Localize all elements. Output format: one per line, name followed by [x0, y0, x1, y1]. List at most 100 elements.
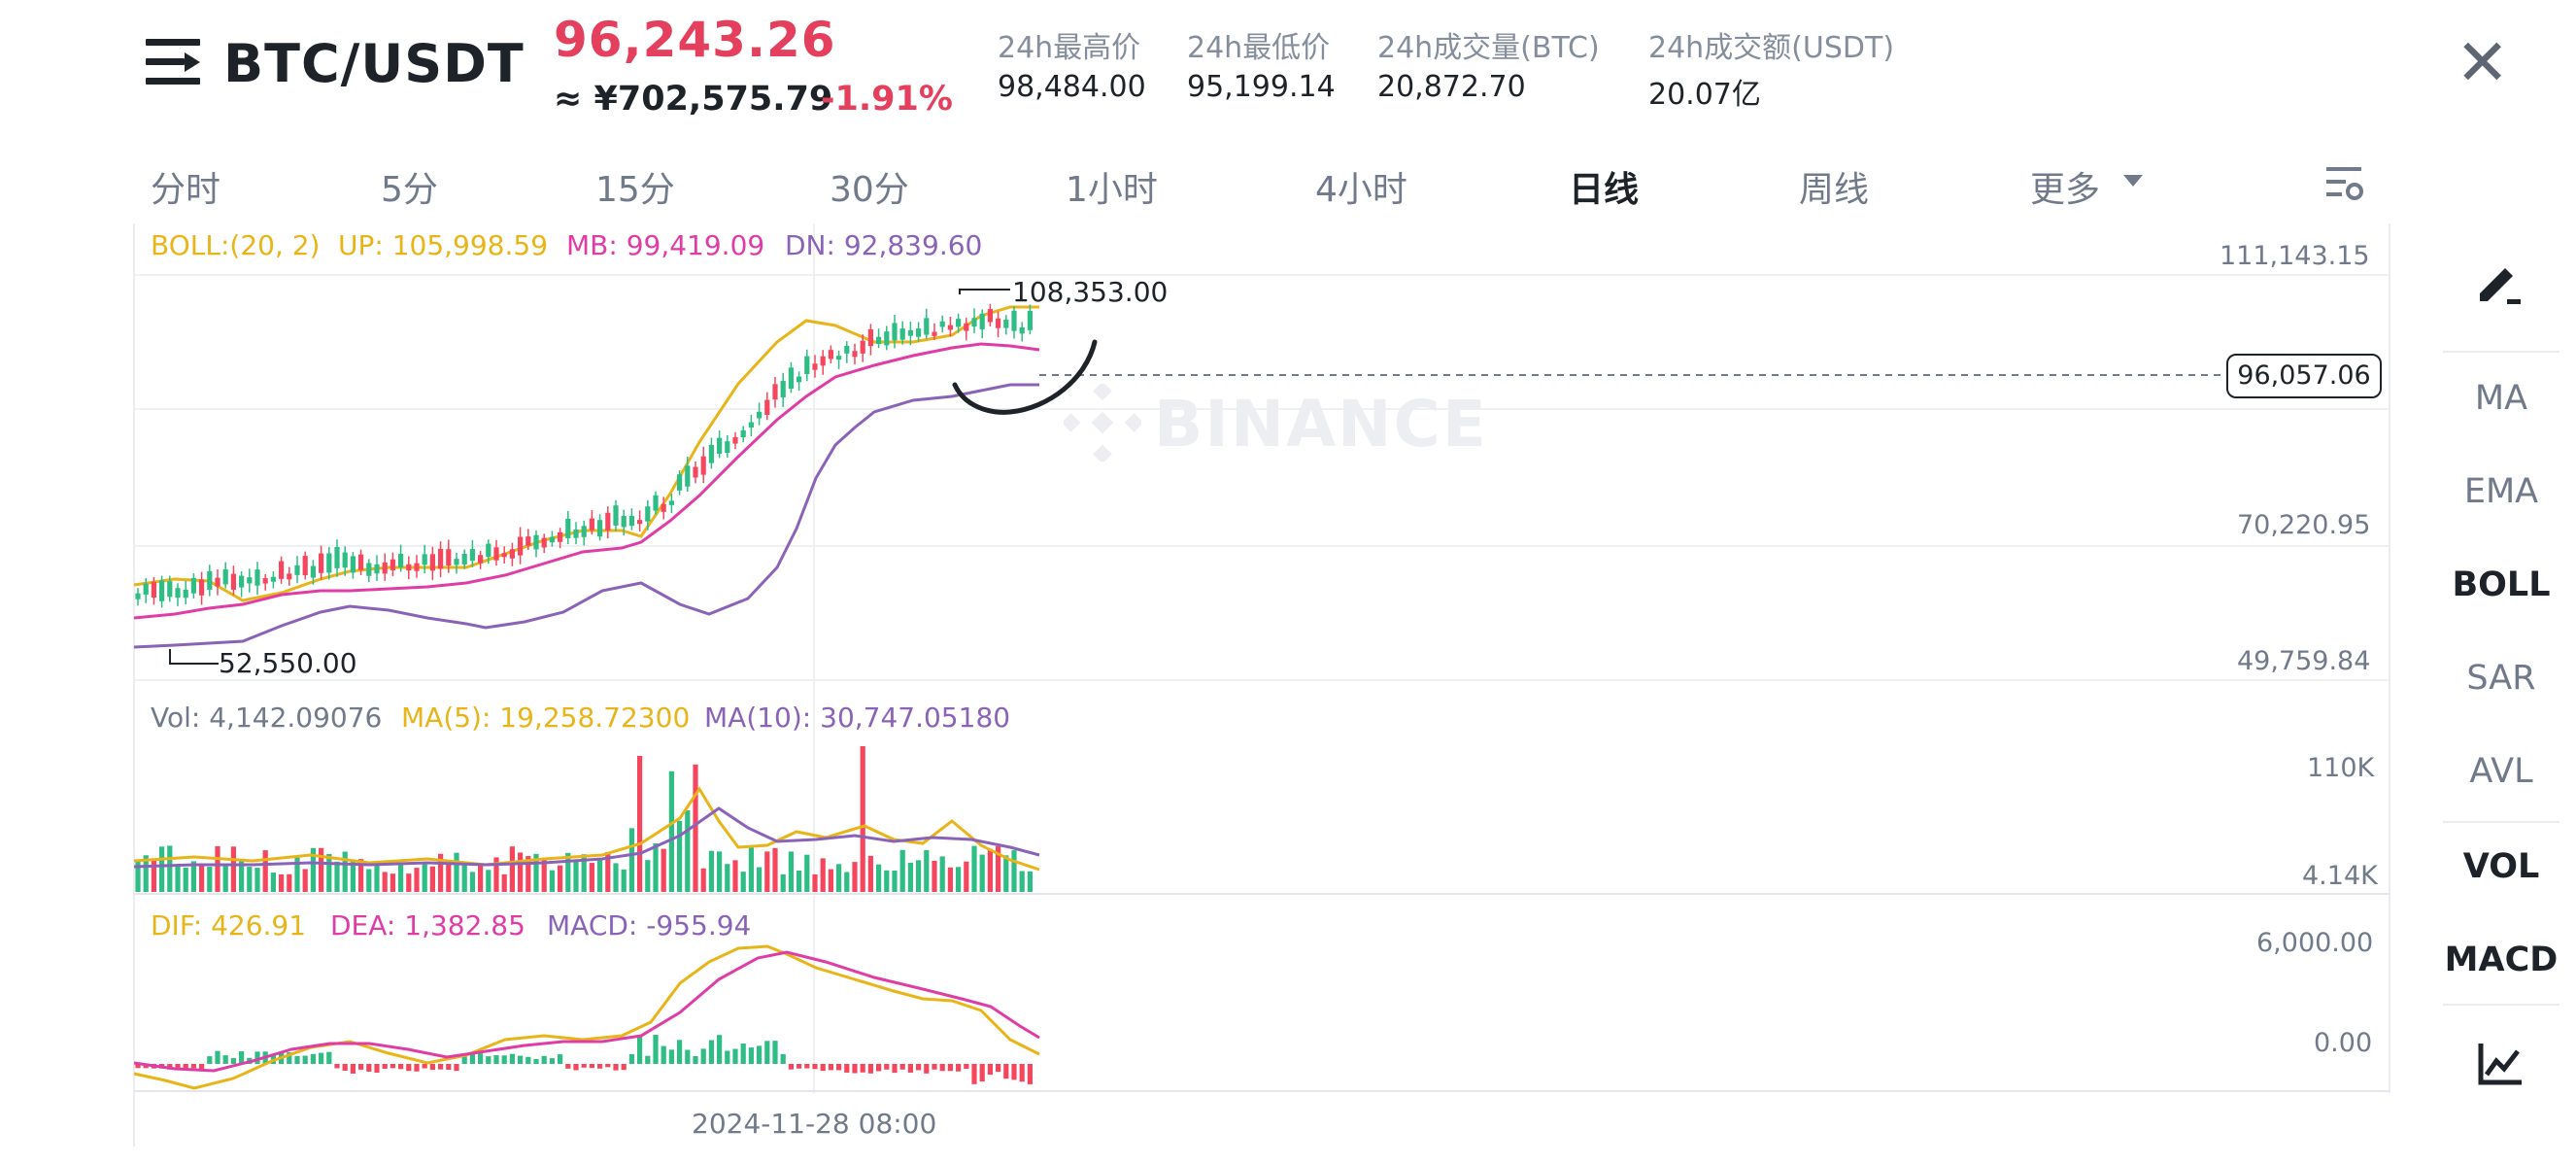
- volume-bar: [390, 873, 395, 892]
- tab-timeframe-30m[interactable]: 30分: [830, 170, 909, 210]
- candle-body: [964, 323, 969, 331]
- volume-bar: [852, 862, 858, 892]
- macd-bar: [732, 1048, 738, 1064]
- candle-body: [342, 552, 348, 568]
- volume-bar: [780, 873, 786, 892]
- tab-timeframe-5m[interactable]: 5分: [381, 170, 438, 210]
- stat-value-high: 98,484.00: [998, 70, 1146, 104]
- tab-timeframe-1d[interactable]: 日线: [1569, 170, 1640, 210]
- macd-bar: [222, 1055, 228, 1064]
- volume-bar: [725, 864, 730, 892]
- stat-label-volume: 24h成交量(BTC): [1377, 31, 1600, 65]
- candle-body: [390, 559, 395, 570]
- candle-body: [764, 399, 770, 416]
- volume-bar: [541, 860, 547, 892]
- candle-body: [844, 345, 850, 354]
- indicator-sar[interactable]: SAR: [2466, 659, 2536, 698]
- tab-timeframe-1w[interactable]: 周线: [1799, 170, 1870, 210]
- menu-icon[interactable]: [146, 39, 200, 86]
- volume-bar: [668, 770, 674, 892]
- macd-bar: [628, 1054, 634, 1064]
- candle-body: [469, 549, 475, 562]
- indicator-vol[interactable]: VOL: [2462, 847, 2540, 886]
- chart-settings-icon[interactable]: [2324, 163, 2365, 204]
- volume-bar: [1011, 850, 1017, 892]
- tab-timeframe-more[interactable]: 更多: [2030, 170, 2101, 210]
- candle-body: [533, 534, 539, 550]
- macd-bar: [828, 1064, 833, 1071]
- macd-bar: [438, 1064, 444, 1070]
- candle-body: [605, 512, 611, 531]
- indicator-ema[interactable]: EMA: [2463, 472, 2539, 511]
- volume-bar: [230, 846, 236, 892]
- macd-bar: [899, 1064, 905, 1070]
- macd-bar: [454, 1064, 459, 1072]
- volume-bar: [398, 862, 404, 892]
- volume-bars: [135, 746, 1033, 892]
- macd-histogram: [135, 1035, 1033, 1084]
- volume-bar: [493, 857, 499, 892]
- candle-body: [797, 376, 802, 383]
- watermark: BINANCE: [1154, 387, 1488, 462]
- tab-timeframe-line[interactable]: 分时: [151, 170, 221, 210]
- macd-bar: [621, 1064, 627, 1071]
- candle-body: [461, 553, 467, 565]
- last-price: 96,243.26: [554, 12, 836, 68]
- indicator-chart-icon[interactable]: [2477, 1040, 2525, 1088]
- macd-bar: [1027, 1064, 1033, 1084]
- volume-bar: [740, 872, 746, 892]
- volume-bar: [469, 872, 475, 892]
- volume-bar: [939, 856, 945, 892]
- candle-body: [493, 547, 499, 561]
- candle-body: [294, 565, 300, 575]
- macd-bar: [589, 1064, 594, 1069]
- macd-bar: [780, 1053, 786, 1064]
- volume-bar: [924, 850, 930, 892]
- macd-bar: [964, 1064, 969, 1070]
- close-icon[interactable]: ✕: [2456, 25, 2510, 100]
- candle-body: [478, 555, 484, 564]
- indicator-avl[interactable]: AVL: [2469, 752, 2533, 791]
- draw-tool-icon[interactable]: [2472, 260, 2526, 309]
- macd-bar: [287, 1051, 292, 1064]
- volume-bar: [183, 867, 188, 892]
- macd-bar: [844, 1064, 850, 1073]
- volume-bar: [422, 862, 427, 892]
- pair-title[interactable]: BTC/USDT: [223, 33, 525, 94]
- macd-bar: [358, 1064, 364, 1070]
- candle-body: [932, 331, 937, 336]
- candle-body: [319, 553, 324, 573]
- volume-bar: [374, 863, 380, 892]
- indicator-boll[interactable]: BOLL: [2452, 565, 2551, 604]
- macd-bar: [382, 1064, 388, 1069]
- macd-bar: [573, 1064, 579, 1071]
- volume-bar: [956, 867, 962, 892]
- macd-bar: [748, 1047, 754, 1064]
- tab-timeframe-4h[interactable]: 4小时: [1315, 170, 1407, 210]
- volume-bar: [501, 873, 507, 892]
- macd-bar: [947, 1064, 953, 1072]
- candle-body: [788, 367, 794, 390]
- macd-bar: [685, 1049, 691, 1064]
- indicator-ma[interactable]: MA: [2474, 379, 2528, 418]
- candle-body: [438, 548, 444, 569]
- macd-bar: [597, 1064, 603, 1069]
- macd-bar: [254, 1051, 260, 1064]
- candles: [135, 303, 1033, 608]
- macd-bar: [661, 1045, 666, 1064]
- volume-bar: [254, 868, 260, 892]
- volume-bar: [772, 847, 778, 892]
- candle-body: [518, 536, 524, 556]
- volume-bar: [222, 865, 228, 892]
- vol-axis-top: 110K: [2307, 753, 2375, 783]
- macd-bar: [199, 1064, 205, 1070]
- volume-bar: [429, 866, 435, 892]
- tab-timeframe-1h[interactable]: 1小时: [1066, 170, 1158, 210]
- indicator-macd[interactable]: MACD: [2444, 941, 2559, 979]
- volume-bar: [828, 869, 833, 892]
- candle-body: [254, 569, 260, 586]
- tab-timeframe-15m[interactable]: 15分: [595, 170, 675, 210]
- candle-body: [262, 578, 268, 584]
- candle-body: [613, 505, 619, 526]
